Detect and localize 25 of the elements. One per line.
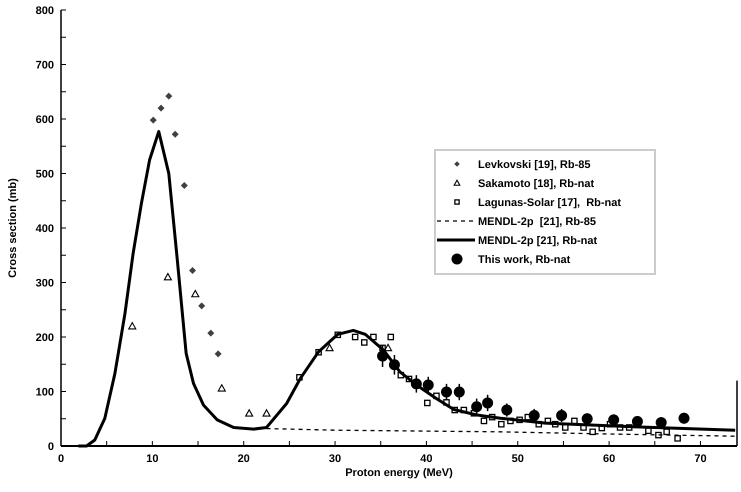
legend-label: Sakamoto [18], Rb-nat — [478, 178, 594, 190]
x-tick-label: 40 — [420, 453, 433, 465]
y-tick-label: 400 — [36, 223, 54, 235]
y-tick-label: 600 — [36, 114, 54, 126]
y-tick-label: 800 — [36, 5, 54, 17]
y-tick-label: 300 — [36, 278, 54, 290]
x-tick-label: 70 — [694, 453, 707, 465]
y-axis-title: Cross section (mb) — [7, 178, 19, 278]
legend-label: MENDL-2p [21], Rb-85 — [478, 216, 596, 228]
y-tick-label: 100 — [36, 386, 54, 398]
x-tick-label: 50 — [512, 453, 524, 465]
x-tick-label: 20 — [238, 453, 250, 465]
x-axis-title: Proton energy (MeV) — [345, 467, 454, 479]
x-tick-label: 60 — [602, 453, 616, 465]
legend-label: Lagunas-Solar [17], Rb-nat — [478, 197, 622, 209]
y-tick-label: 700 — [36, 60, 54, 72]
y-tick-label: 0 — [48, 441, 54, 453]
y-tick-label: 200 — [36, 332, 54, 344]
legend-label: This work, Rb-nat — [478, 254, 571, 266]
y-tick-label: 500 — [36, 168, 54, 180]
legend-label: MENDL-2p [21], Rb-nat — [478, 235, 598, 247]
x-tick-label: 10 — [146, 453, 158, 465]
x-tick-label: 30 — [328, 453, 342, 465]
x-tick-label: 0 — [58, 453, 64, 465]
legend-label: Levkovski [19], Rb-85 — [478, 159, 590, 171]
